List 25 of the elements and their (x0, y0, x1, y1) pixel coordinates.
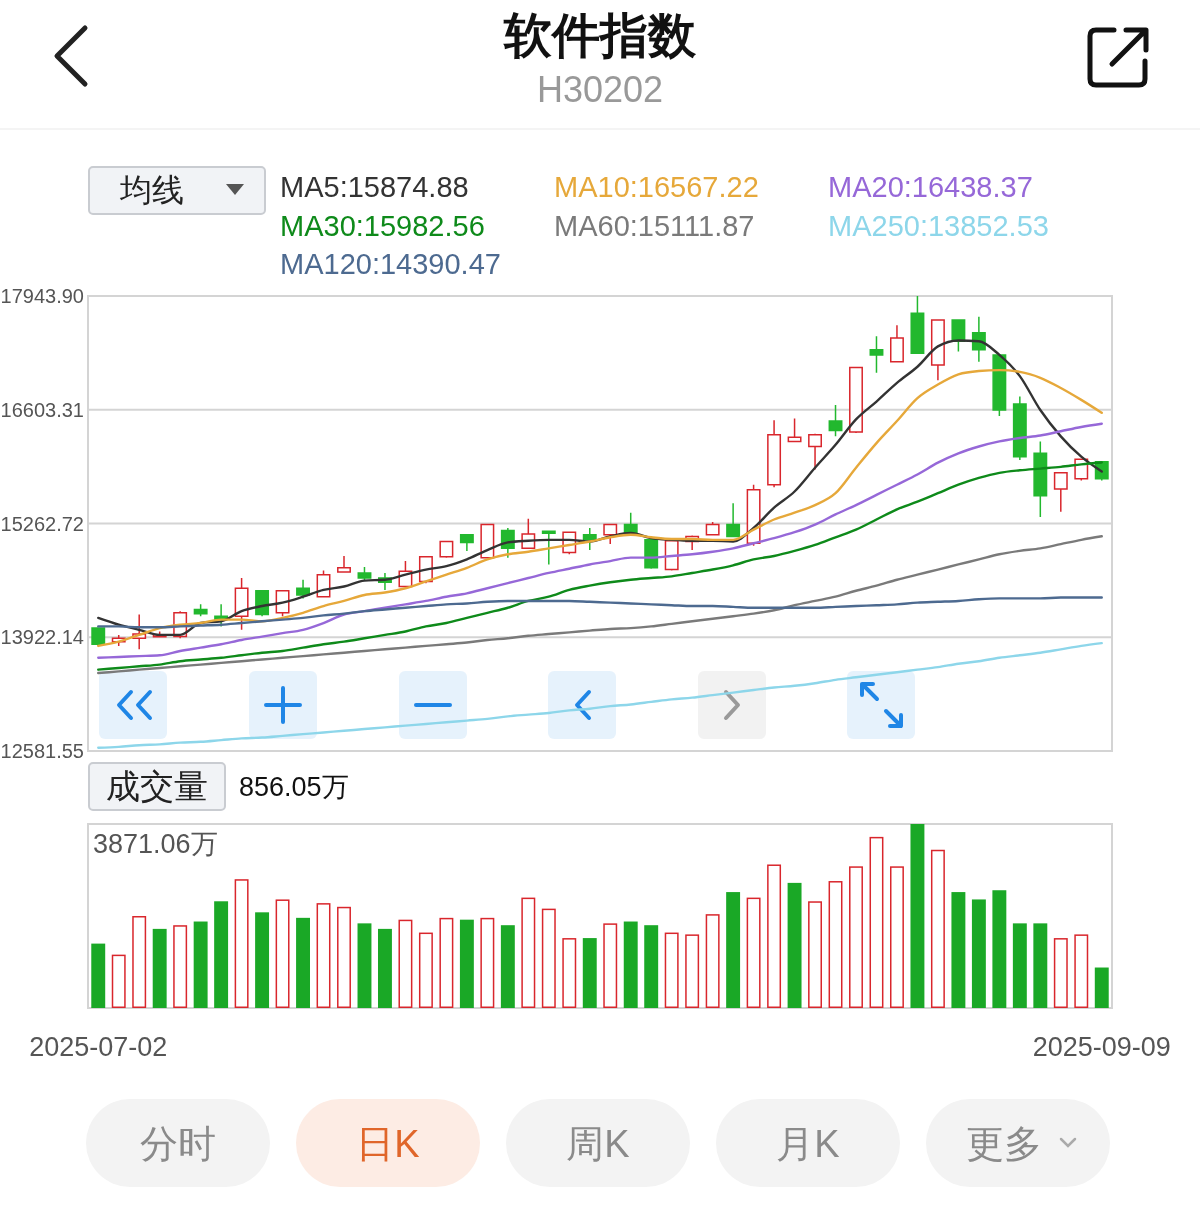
chart-title: 软件指数 (503, 9, 697, 62)
text: MA10:16567.22 (554, 171, 759, 203)
text: MA5:15874.88 (280, 171, 469, 203)
chart-subtitle: 856.05万 (239, 772, 349, 802)
text: 日K (356, 1123, 420, 1165)
annotation: 3871.06万 (93, 829, 218, 859)
chart-subtitle: H30202 (536, 69, 664, 110)
text: MA60:15111.87 (554, 209, 755, 242)
text: 更多 (966, 1123, 1042, 1165)
x-tick-label: 2025-09-09 (1032, 1032, 1171, 1062)
text: 分时 (140, 1123, 216, 1165)
y-tick-label: 16603.31 (0, 398, 84, 421)
text: MA30:15982.56 (280, 209, 485, 242)
text: 周K (566, 1123, 630, 1165)
legend-title: 均线 (119, 172, 184, 208)
y-tick-label: 13922.14 (0, 626, 84, 649)
y-tick-label: 17943.90 (0, 285, 84, 307)
chart-title: 成交量 (106, 767, 208, 805)
text: MA120:14390.47 (280, 248, 501, 280)
text: MA20:16438.37 (828, 171, 1033, 203)
y-tick-label: 15262.72 (0, 512, 84, 535)
text: 月K (776, 1123, 840, 1165)
x-tick-label: 2025-07-02 (29, 1032, 168, 1062)
y-tick-label: 12581.55 (0, 740, 84, 762)
text: MA250:13852.53 (828, 209, 1049, 242)
